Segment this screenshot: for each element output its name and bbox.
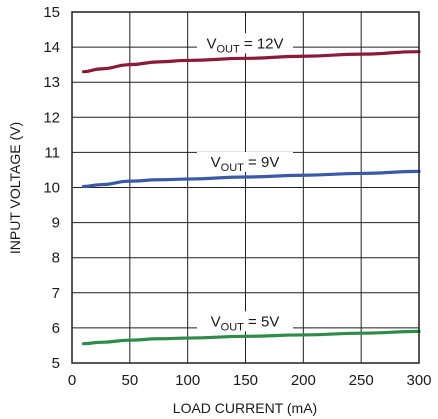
series-label-main: V	[211, 313, 221, 330]
y-tick-label: 10	[43, 180, 60, 197]
tick-labels: 0 50 100 150 200 250 300 5 6 7 8 9 10 11 12 13 14 15	[43, 4, 431, 389]
series-label-main: V	[206, 35, 216, 52]
y-tick-label: 15	[43, 4, 60, 21]
x-tick-label: 50	[121, 372, 138, 389]
y-axis-title: INPUT VOLTAGE (V)	[7, 122, 23, 254]
y-tick-label: 7	[52, 285, 60, 302]
series-label-2: VOUT = 5V	[211, 313, 280, 333]
x-tick-label: 300	[406, 372, 431, 389]
series-label-bg-0	[197, 33, 293, 54]
x-axis-title: LOAD CURRENT (mA)	[173, 400, 317, 416]
y-tick-label: 13	[43, 74, 60, 91]
y-tick-label: 6	[52, 320, 60, 337]
series-label-value: = 12V	[240, 35, 284, 52]
series-label-value: = 5V	[244, 313, 279, 330]
x-tick-label: 250	[349, 372, 374, 389]
series-label-subscript: OUT	[221, 321, 245, 333]
series-label-value: = 9V	[244, 154, 279, 171]
x-tick-label: 0	[68, 372, 76, 389]
series-label-bg-2	[197, 311, 293, 332]
series-label-subscript: OUT	[216, 43, 240, 55]
series-label-1: VOUT = 9V	[211, 154, 280, 174]
series-line-1	[81, 169, 421, 189]
series-lines	[81, 50, 421, 346]
series-label-0: VOUT = 12V	[206, 35, 283, 55]
y-tick-label: 9	[52, 215, 60, 232]
series-line-2	[81, 329, 421, 346]
x-tick-label: 200	[291, 372, 316, 389]
series-line-0	[81, 50, 421, 74]
plot-frame	[71, 11, 420, 364]
x-tick-label: 150	[233, 372, 258, 389]
y-tick-label: 11	[44, 144, 60, 161]
series-label-bg-1	[197, 151, 293, 172]
y-tick-label: 12	[43, 109, 60, 126]
y-tick-label: 5	[52, 355, 60, 372]
series-label-main: V	[211, 154, 221, 171]
x-tick-label: 100	[175, 372, 200, 389]
y-tick-label: 14	[43, 39, 60, 56]
y-tick-label: 8	[52, 250, 60, 267]
series-label-subscript: OUT	[221, 162, 245, 174]
